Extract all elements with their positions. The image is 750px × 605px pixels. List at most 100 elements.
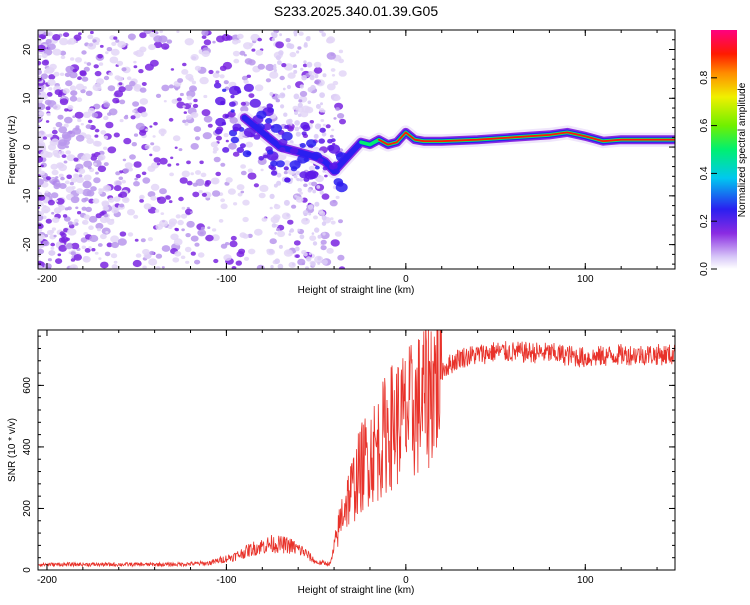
signal-blob xyxy=(327,145,335,151)
noise-speckle xyxy=(292,64,298,68)
noise-speckle xyxy=(131,142,137,147)
noise-speckle xyxy=(283,171,288,175)
noise-speckle xyxy=(117,238,127,246)
noise-speckle xyxy=(212,40,216,44)
noise-speckle xyxy=(60,176,65,181)
noise-speckle xyxy=(212,72,220,79)
noise-speckle xyxy=(106,47,113,52)
noise-speckle xyxy=(72,221,76,225)
noise-speckle xyxy=(133,133,139,137)
noise-speckle xyxy=(317,174,321,178)
noise-speckle xyxy=(321,32,327,37)
noise-speckle xyxy=(165,195,171,200)
noise-speckle xyxy=(299,84,304,89)
signal-blob xyxy=(256,110,267,120)
signal-blob xyxy=(263,154,268,159)
noise-speckle xyxy=(109,56,119,64)
noise-speckle xyxy=(82,188,92,197)
noise-speckle xyxy=(90,155,98,161)
noise-speckle xyxy=(50,163,58,170)
colorbar-gradient xyxy=(711,30,737,269)
noise-speckle xyxy=(313,133,319,139)
noise-speckle xyxy=(218,219,224,223)
noise-speckle xyxy=(296,178,300,182)
signal-blob xyxy=(263,123,272,131)
y-tick-label: 10 xyxy=(22,92,33,104)
signal-blob xyxy=(306,139,317,148)
colorbar: 0.0 0.2 0.4 0.6 0.8 Normalized spectral ampl… xyxy=(699,30,748,276)
noise-speckle xyxy=(100,261,109,269)
noise-speckle xyxy=(80,237,88,243)
noise-speckle xyxy=(132,259,142,268)
noise-speckle xyxy=(338,49,344,54)
noise-speckle xyxy=(107,146,117,154)
signal-blob xyxy=(327,138,333,144)
noise-speckle xyxy=(112,97,120,104)
noise-speckle xyxy=(243,79,249,84)
noise-speckle xyxy=(113,185,122,192)
noise-speckle xyxy=(301,217,310,225)
noise-speckle xyxy=(306,61,313,68)
noise-speckle xyxy=(293,240,301,246)
noise-speckle xyxy=(177,78,184,83)
noise-speckle xyxy=(180,255,186,260)
noise-speckle xyxy=(332,80,339,86)
noise-speckle xyxy=(143,203,152,210)
noise-speckle xyxy=(220,162,226,167)
noise-speckle xyxy=(278,244,283,249)
noise-speckle xyxy=(97,54,103,59)
noise-speckle xyxy=(52,217,60,223)
noise-speckle xyxy=(108,197,115,203)
noise-speckle xyxy=(40,73,49,80)
noise-speckle xyxy=(181,228,185,232)
noise-speckle xyxy=(179,177,188,184)
noise-speckle xyxy=(133,65,138,69)
noise-speckle xyxy=(274,258,281,265)
noise-speckle xyxy=(38,155,44,163)
noise-speckle xyxy=(220,198,226,203)
noise-speckle xyxy=(281,63,287,68)
noise-speckle xyxy=(176,97,182,102)
noise-speckle xyxy=(48,87,53,91)
noise-speckle xyxy=(310,84,316,91)
noise-speckle xyxy=(201,109,211,117)
noise-speckle xyxy=(319,190,324,195)
noise-speckle xyxy=(276,230,286,238)
noise-speckle xyxy=(170,156,174,160)
noise-speckle xyxy=(216,35,225,43)
noise-speckle xyxy=(286,213,290,217)
noise-speckle xyxy=(299,90,308,97)
noise-speckle xyxy=(290,177,293,181)
noise-speckle xyxy=(330,239,340,247)
noise-speckle xyxy=(166,39,173,44)
noise-speckle xyxy=(46,92,53,97)
noise-speckle xyxy=(167,225,173,230)
noise-speckle xyxy=(300,67,304,71)
noise-speckle xyxy=(145,128,149,132)
noise-speckle xyxy=(38,248,45,255)
noise-speckle xyxy=(135,253,142,258)
noise-speckle xyxy=(297,113,302,117)
noise-speckle xyxy=(66,154,76,162)
noise-speckle xyxy=(67,221,74,226)
colorbar-tick-label: 0.0 xyxy=(699,262,710,276)
noise-speckle xyxy=(313,61,322,68)
noise-speckle xyxy=(248,248,256,255)
noise-speckle xyxy=(308,252,312,256)
noise-speckle xyxy=(172,257,180,263)
noise-speckle xyxy=(192,182,198,187)
noise-speckle xyxy=(154,209,160,213)
noise-speckle xyxy=(161,84,170,92)
noise-speckle xyxy=(38,265,43,269)
noise-speckle xyxy=(133,60,137,64)
noise-speckle xyxy=(133,161,142,168)
signal-blob xyxy=(224,114,229,118)
noise-speckle xyxy=(265,63,275,72)
noise-speckle xyxy=(124,114,129,118)
spectrogram-frame xyxy=(37,29,676,270)
noise-speckle xyxy=(227,188,236,195)
noise-speckle xyxy=(290,123,293,126)
x-tick-label: 0 xyxy=(403,274,409,285)
noise-speckle xyxy=(87,166,92,170)
noise-speckle xyxy=(229,117,238,124)
